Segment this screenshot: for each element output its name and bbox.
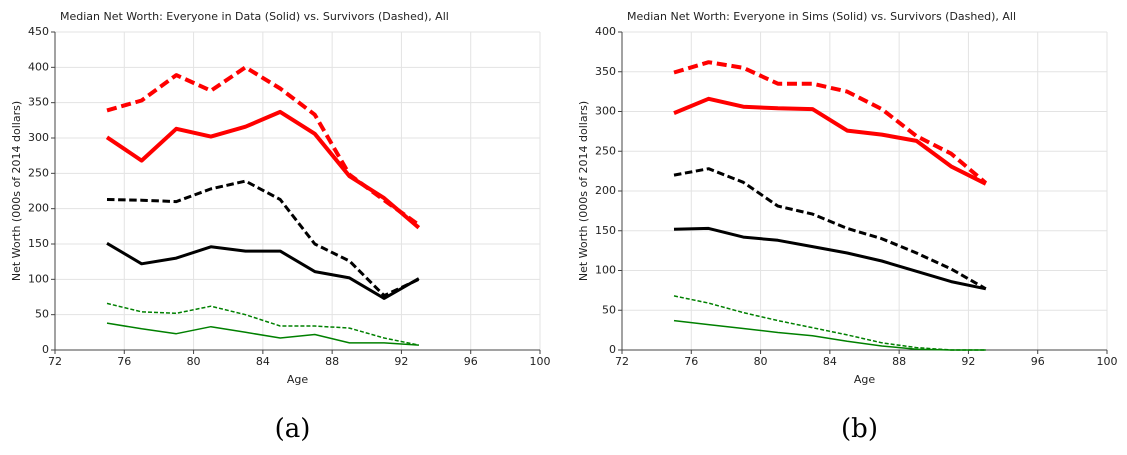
line-series — [673, 167, 987, 291]
line-series — [106, 179, 420, 298]
y-tick-label: 400 — [28, 60, 49, 73]
x-tick-label: 92 — [961, 355, 975, 368]
line-series — [106, 65, 420, 227]
y-tick-label: 100 — [595, 264, 616, 277]
line-series — [106, 322, 419, 346]
x-tick-label: 96 — [1031, 355, 1045, 368]
y-tick-label: 150 — [28, 237, 49, 250]
chart-title: Median Net Worth: Everyone in Data (Soli… — [60, 10, 449, 23]
line-series — [106, 242, 420, 300]
y-tick-label: 250 — [595, 144, 616, 157]
y-tick-label: 450 — [28, 25, 49, 38]
y-axis-label: Net Worth (000s of 2014 dollars) — [10, 101, 23, 281]
y-tick-label: 250 — [28, 166, 49, 179]
line-series — [673, 226, 987, 291]
x-tick-label: 92 — [394, 355, 408, 368]
chart-title: Median Net Worth: Everyone in Sims (Soli… — [627, 10, 1016, 23]
y-tick-label: 350 — [28, 96, 49, 109]
x-axis-label: Age — [287, 373, 309, 386]
caption: (a) — [275, 414, 311, 444]
y-tick-label: 100 — [28, 272, 49, 285]
x-tick-label: 72 — [48, 355, 62, 368]
x-tick-label: 76 — [684, 355, 698, 368]
x-tick-label: 96 — [464, 355, 478, 368]
line-series — [673, 96, 987, 186]
x-tick-label: 80 — [754, 355, 768, 368]
x-tick-label: 100 — [1097, 355, 1118, 368]
x-tick-label: 100 — [530, 355, 551, 368]
y-tick-label: 350 — [595, 65, 616, 78]
y-tick-label: 0 — [42, 343, 49, 356]
x-tick-label: 88 — [325, 355, 339, 368]
y-tick-label: 150 — [595, 224, 616, 237]
line-series — [106, 302, 419, 346]
chart: Median Net Worth: Everyone in Sims (Soli… — [577, 10, 1118, 444]
line-series — [673, 319, 986, 351]
x-axis-label: Age — [854, 373, 876, 386]
y-tick-label: 50 — [602, 303, 616, 316]
line-series — [673, 60, 988, 185]
y-tick-label: 50 — [35, 308, 49, 321]
x-tick-label: 72 — [615, 355, 629, 368]
y-tick-label: 300 — [28, 131, 49, 144]
x-tick-label: 88 — [892, 355, 906, 368]
line-series — [673, 295, 986, 351]
x-tick-label: 84 — [823, 355, 837, 368]
x-tick-label: 76 — [117, 355, 131, 368]
y-tick-label: 200 — [28, 202, 49, 215]
y-tick-label: 0 — [609, 343, 616, 356]
y-tick-label: 400 — [595, 25, 616, 38]
y-tick-label: 300 — [595, 105, 616, 118]
caption: (b) — [841, 414, 878, 444]
y-axis-label: Net Worth (000s of 2014 dollars) — [577, 101, 590, 281]
chart: Median Net Worth: Everyone in Data (Soli… — [10, 10, 551, 444]
x-tick-label: 84 — [256, 355, 270, 368]
y-tick-label: 200 — [595, 184, 616, 197]
x-tick-label: 80 — [187, 355, 201, 368]
